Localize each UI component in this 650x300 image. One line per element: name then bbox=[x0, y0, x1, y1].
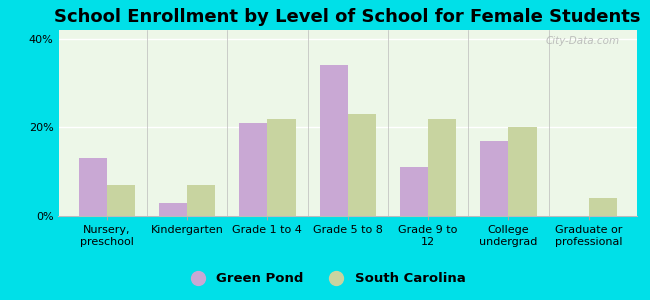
Title: School Enrollment by Level of School for Female Students: School Enrollment by Level of School for… bbox=[55, 8, 641, 26]
Bar bbox=[400, 167, 428, 216]
Bar bbox=[107, 185, 135, 216]
Bar bbox=[320, 65, 348, 216]
Bar bbox=[239, 123, 267, 216]
Legend: Green Pond, South Carolina: Green Pond, South Carolina bbox=[179, 267, 471, 290]
Bar bbox=[480, 141, 508, 216]
Bar bbox=[428, 118, 456, 216]
Bar bbox=[159, 203, 187, 216]
Bar bbox=[267, 118, 296, 216]
Bar bbox=[79, 158, 107, 216]
Bar bbox=[187, 185, 215, 216]
Bar bbox=[508, 128, 536, 216]
Text: City-Data.com: City-Data.com bbox=[545, 36, 619, 46]
Bar bbox=[589, 198, 617, 216]
Bar bbox=[348, 114, 376, 216]
